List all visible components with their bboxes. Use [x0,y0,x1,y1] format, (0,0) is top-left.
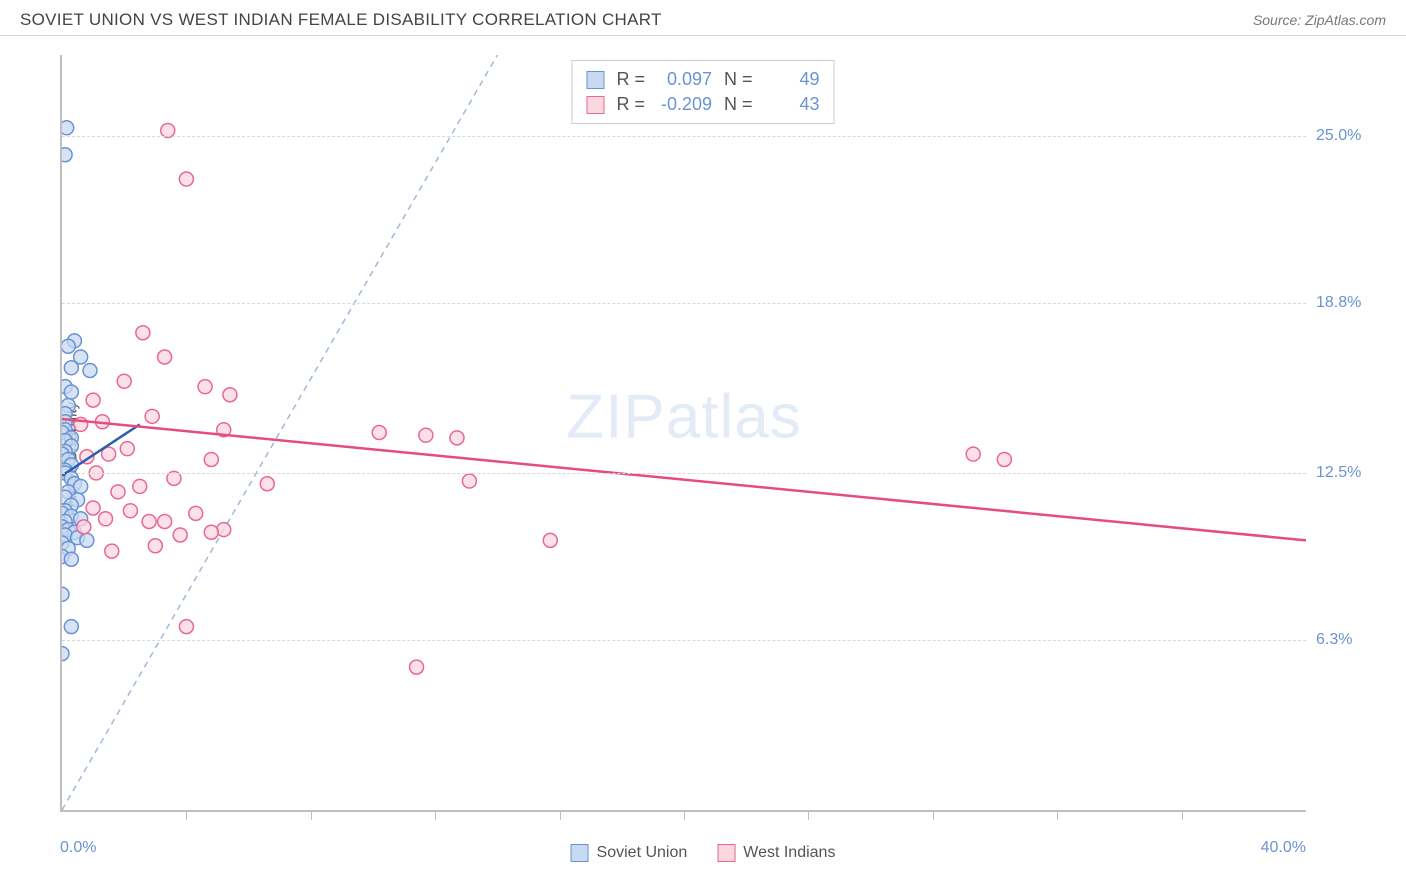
legend-item-west-indian: West Indians [717,844,835,862]
legend-item-soviet: Soviet Union [571,844,688,862]
legend-label: Soviet Union [597,844,688,862]
legend-swatch-icon [717,844,735,862]
watermark: ZIPatlas [566,382,801,453]
bottom-legend: Soviet Union West Indians [571,844,836,862]
chart-container: Female Disability ZIPatlas 6.3%12.5%18.8… [20,45,1386,872]
chart-source: Source: ZipAtlas.com [1253,12,1386,28]
stats-row: R = 0.097 N = 49 [586,67,819,92]
scatter-svg [62,55,1306,810]
stats-swatch-icon [586,96,604,114]
stats-box: R = 0.097 N = 49 R = -0.209 N = 43 [571,60,834,124]
chart-header: SOVIET UNION VS WEST INDIAN FEMALE DISAB… [0,0,1406,36]
x-axis-start-label: 0.0% [60,839,96,857]
stats-swatch-icon [586,71,604,89]
stats-row: R = -0.209 N = 43 [586,92,819,117]
legend-swatch-icon [571,844,589,862]
chart-title: SOVIET UNION VS WEST INDIAN FEMALE DISAB… [20,10,662,30]
x-axis-end-label: 40.0% [1261,839,1306,857]
legend-label: West Indians [743,844,835,862]
plot-area: ZIPatlas 6.3%12.5%18.8%25.0% [60,55,1306,812]
